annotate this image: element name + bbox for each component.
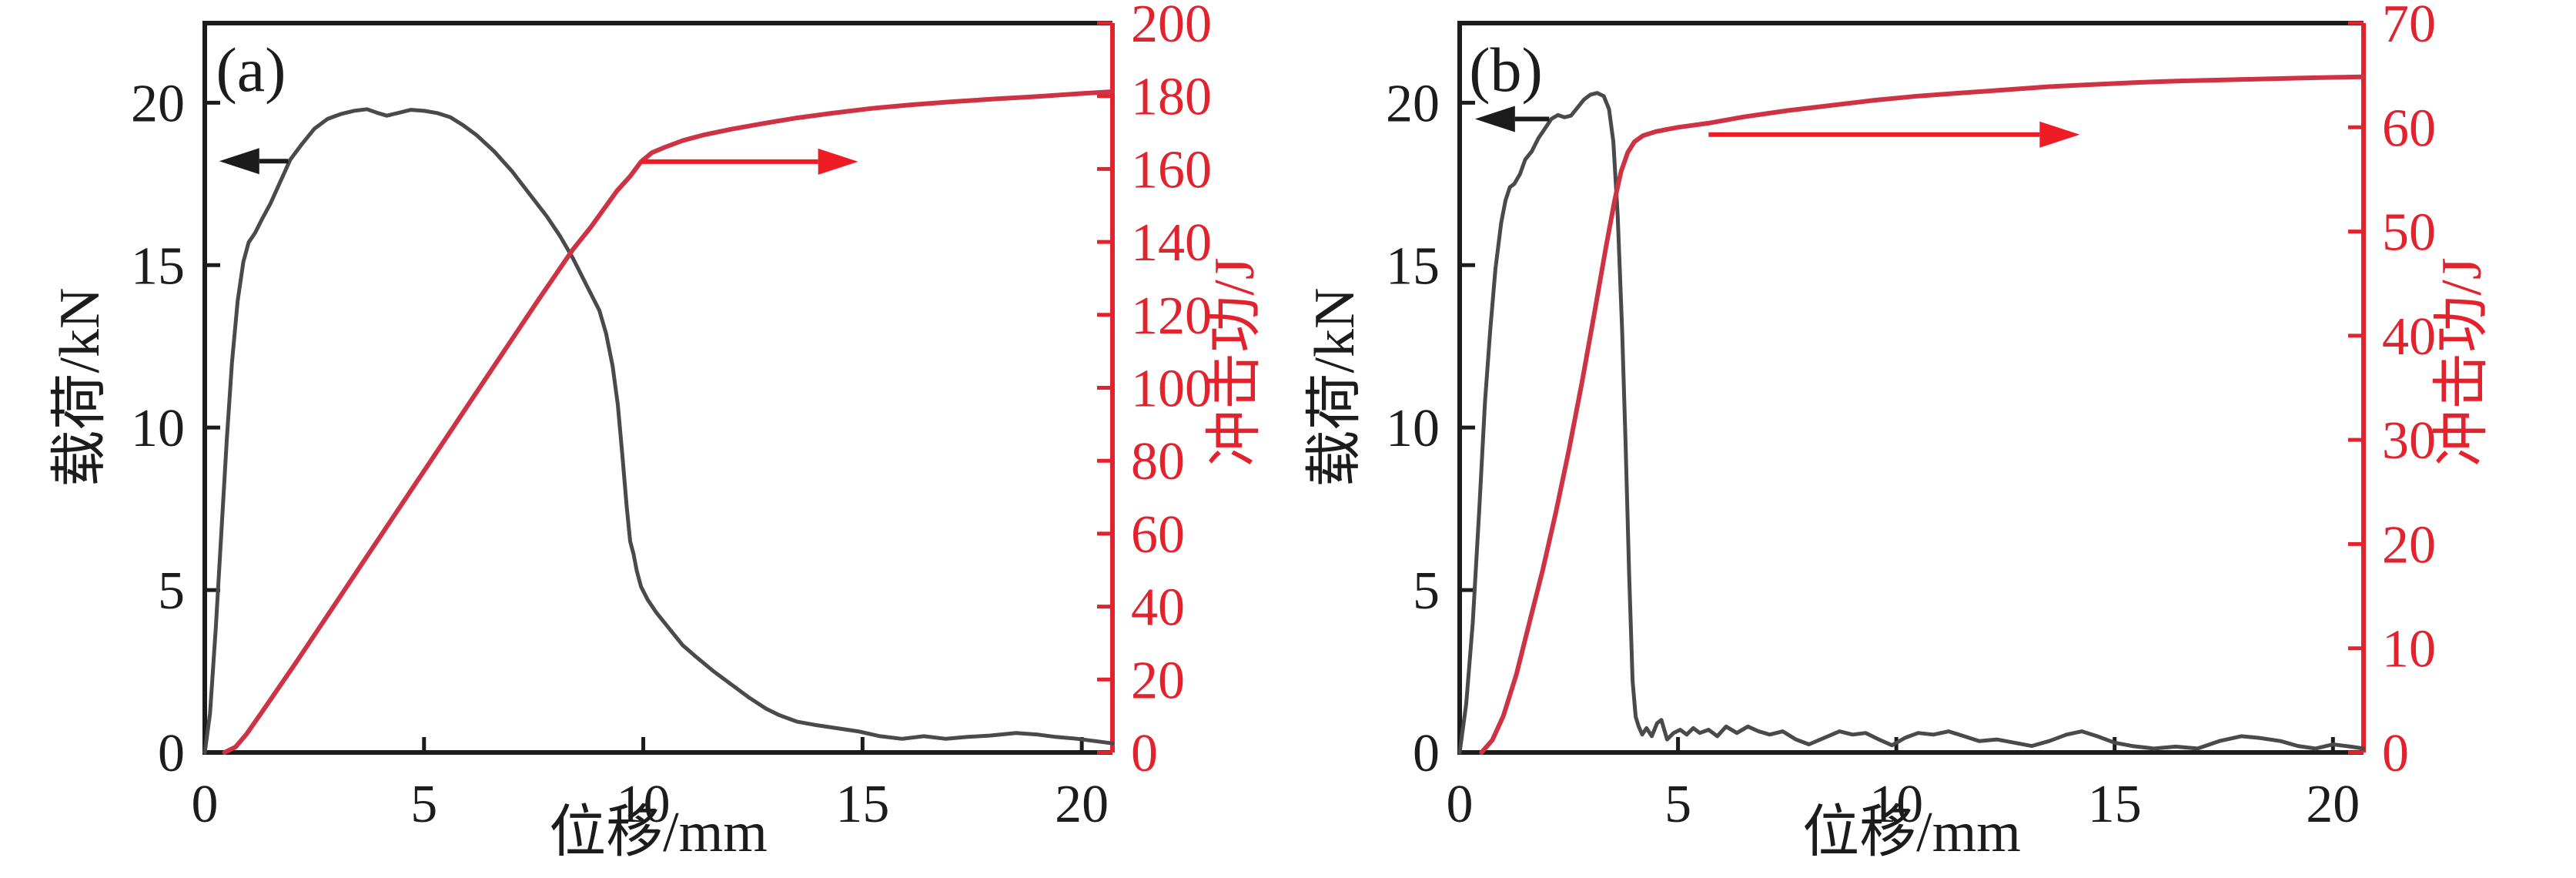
- load-curve: [1457, 91, 2366, 755]
- subplot-a: 0 5 10 15 2005101520020406080100120140160180…: [49, 0, 1266, 864]
- energy-axis-arrow-head: [2039, 121, 2080, 148]
- load-curve: [202, 107, 1115, 755]
- plot-frame: [1457, 21, 2364, 755]
- left-y-tick-label: 5: [1413, 561, 1440, 621]
- subplot-b-generated: 0 5 10 15 20 0 5 10 15 20 0 10 20 30 40 50 60 70: [1386, 0, 2436, 834]
- right-y-tick-label: 100: [1131, 360, 1212, 419]
- left-y-tick-label: 0: [158, 724, 185, 783]
- panel-label-a: (a): [216, 35, 286, 105]
- plot-frame: [202, 21, 1112, 755]
- impact_energy-curve: [1479, 74, 2366, 755]
- left-y-tick-label: 0: [1413, 724, 1440, 783]
- left-y-tick-label: 10: [131, 399, 185, 458]
- left-y-tick-label: 20: [131, 74, 185, 133]
- subplot-b: 0 5 10 15 20 0 5 10 15 20 0 10 20 30 40 50 60 70 (b) 位移/m…: [1303, 0, 2494, 864]
- x-axis-title-a: 位移/mm: [549, 801, 768, 864]
- x-tick-label: 0: [192, 775, 219, 834]
- right-y-tick-label: 20: [1131, 651, 1185, 710]
- load-axis-arrow-head: [219, 148, 259, 175]
- right-y-tick-label: 200: [1131, 0, 1212, 54]
- right-y-tick-label: 30: [2382, 411, 2436, 471]
- x-tick-label: 20: [1055, 775, 1109, 834]
- x-tick-label: 20: [2306, 775, 2360, 834]
- right-y-tick-label: 60: [2382, 99, 2436, 158]
- right-y-tick-label: 40: [1131, 578, 1185, 638]
- x-tick-label: 10: [1869, 775, 1923, 834]
- right-y-tick-label: 160: [1131, 140, 1212, 199]
- x-axis-title-b: 位移/mm: [1802, 801, 2021, 864]
- right-y-tick-label: 140: [1131, 213, 1212, 273]
- right-y-tick-label: 180: [1131, 68, 1212, 127]
- x-tick-label: 5: [410, 775, 437, 834]
- right-y-tick-label: 40: [2382, 307, 2436, 367]
- right-y-tick-label: 80: [1131, 432, 1185, 491]
- right-y-tick-label: 0: [2382, 724, 2409, 783]
- right-y-tick-label: 20: [2382, 515, 2436, 575]
- right-axis-title-a: 冲击功/J: [1203, 257, 1266, 466]
- left-y-tick-label: 10: [1386, 399, 1440, 458]
- right-y-tick-label: 0: [1131, 724, 1158, 783]
- right-y-tick-label: 70: [2382, 0, 2436, 54]
- x-tick-label: 0: [1447, 775, 1474, 834]
- right-y-tick-label: 60: [1131, 505, 1185, 565]
- left-axis-title-b: 载荷/kN: [1303, 288, 1367, 488]
- left-axis-title-a: 载荷/kN: [49, 288, 112, 488]
- left-y-tick-label: 15: [1386, 236, 1440, 296]
- right-y-tick-label: 50: [2382, 203, 2436, 263]
- right-y-tick-label: 120: [1131, 287, 1212, 346]
- left-y-tick-label: 5: [158, 561, 185, 621]
- subplot-a-generated: 0 5 10 15 2005101520020406080100120140160180…: [131, 0, 1212, 834]
- x-tick-label: 15: [2088, 775, 2142, 834]
- left-y-tick-label: 15: [131, 236, 185, 296]
- left-y-tick-label: 20: [1386, 74, 1440, 133]
- x-tick-label: 5: [1664, 775, 1691, 834]
- right-axis-title-b: 冲击功/J: [2430, 257, 2494, 466]
- energy-axis-arrow-head: [818, 148, 858, 175]
- load-axis-arrow-head: [1474, 106, 1515, 132]
- impact_energy-curve: [222, 89, 1115, 755]
- x-tick-label: 10: [617, 775, 671, 834]
- x-tick-label: 15: [835, 775, 889, 834]
- panel-label-b: (b): [1469, 35, 1543, 105]
- right-y-tick-label: 10: [2382, 620, 2436, 679]
